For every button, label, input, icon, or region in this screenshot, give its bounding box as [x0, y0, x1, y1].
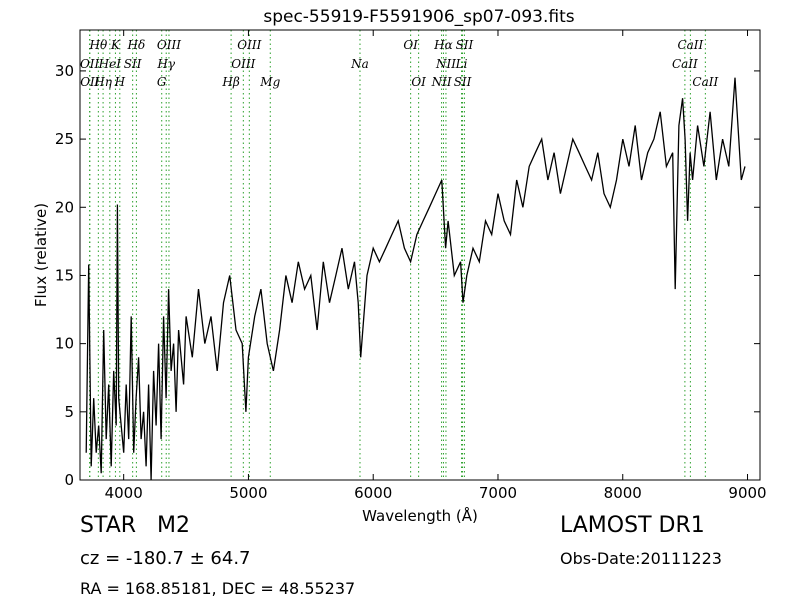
x-tick-label: 9000 [728, 484, 766, 502]
object-type: STAR M2 [80, 513, 190, 538]
spectral-line-label: H [114, 75, 126, 89]
y-tick-label: 25 [55, 130, 74, 148]
spectrum-line [85, 77, 746, 481]
spectral-line-label: NII [435, 57, 456, 71]
survey-name: LAMOST DR1 [560, 513, 705, 538]
y-tick-label: 5 [64, 403, 74, 421]
spectral-line-label: Hθ [88, 38, 107, 52]
y-tick-label: 10 [55, 335, 74, 353]
spectral-line-label: NII [431, 75, 452, 89]
spectral-line-label: Hη [93, 75, 112, 89]
ra-dec: RA = 168.85181, DEC = 48.55237 [80, 579, 356, 598]
y-tick-label: 15 [55, 266, 74, 284]
spectral-line-label: Hγ [156, 57, 175, 71]
x-tick-label: 7000 [479, 484, 517, 502]
y-tick-label: 30 [55, 62, 74, 80]
y-tick-label: 20 [55, 198, 74, 216]
x-tick-label: 5000 [229, 484, 267, 502]
spectral-line-label: HeI [98, 57, 122, 71]
obs-date: Obs-Date:20111223 [560, 549, 722, 568]
y-tick-label: 0 [64, 471, 74, 489]
spectral-line-label: Hα [433, 38, 453, 52]
redshift-cz: cz = -180.7 ± 64.7 [80, 548, 251, 569]
spectral-line-label: Na [350, 57, 369, 71]
x-axis-ticks: 4000 5000 6000 7000 8000 9000 [105, 30, 767, 502]
spectral-line-label: SII [124, 57, 142, 71]
spectral-line-label: OII [80, 75, 100, 89]
x-axis-label: Wavelength (Å) [362, 506, 478, 525]
spectral-line-labels: OII OII Hθ Hη HeI K H Hδ SII G Hγ OIII Hβ OIII OIII Mg N… [80, 38, 719, 89]
spectral-line-label: Hβ [221, 75, 239, 89]
spectral-line-label: SII [456, 38, 474, 52]
spectral-line-label: SII [454, 75, 472, 89]
spectral-line-label: Li [455, 57, 468, 71]
spectral-lines [89, 30, 706, 480]
y-axis-label: Flux (relative) [32, 203, 50, 307]
spectral-line-label: OIII [237, 38, 261, 52]
spectral-line-label: K [110, 38, 121, 52]
spectral-line-label: OII [80, 57, 100, 71]
spectral-line-label: CaII [672, 57, 698, 71]
chart-title: spec-55919-F5591906_sp07-093.fits [263, 7, 574, 27]
spectral-line-label: OI [411, 75, 426, 89]
spectral-line-label: OIII [157, 38, 181, 52]
y-axis-ticks: 0 5 10 15 20 25 30 [55, 62, 760, 489]
spectral-line-label: OIII [231, 57, 255, 71]
plot-frame [79, 29, 761, 481]
spectral-line-label: CaII [677, 38, 703, 52]
x-tick-label: 8000 [604, 484, 642, 502]
x-tick-label: 6000 [354, 484, 392, 502]
spectral-line-label: CaII [692, 75, 718, 89]
spectral-line-label: Mg [259, 75, 280, 89]
x-tick-label: 4000 [105, 484, 143, 502]
spectral-line-label: OI [403, 38, 418, 52]
spectral-line-label: Hδ [127, 38, 146, 52]
spectral-line-label: G [157, 75, 167, 89]
